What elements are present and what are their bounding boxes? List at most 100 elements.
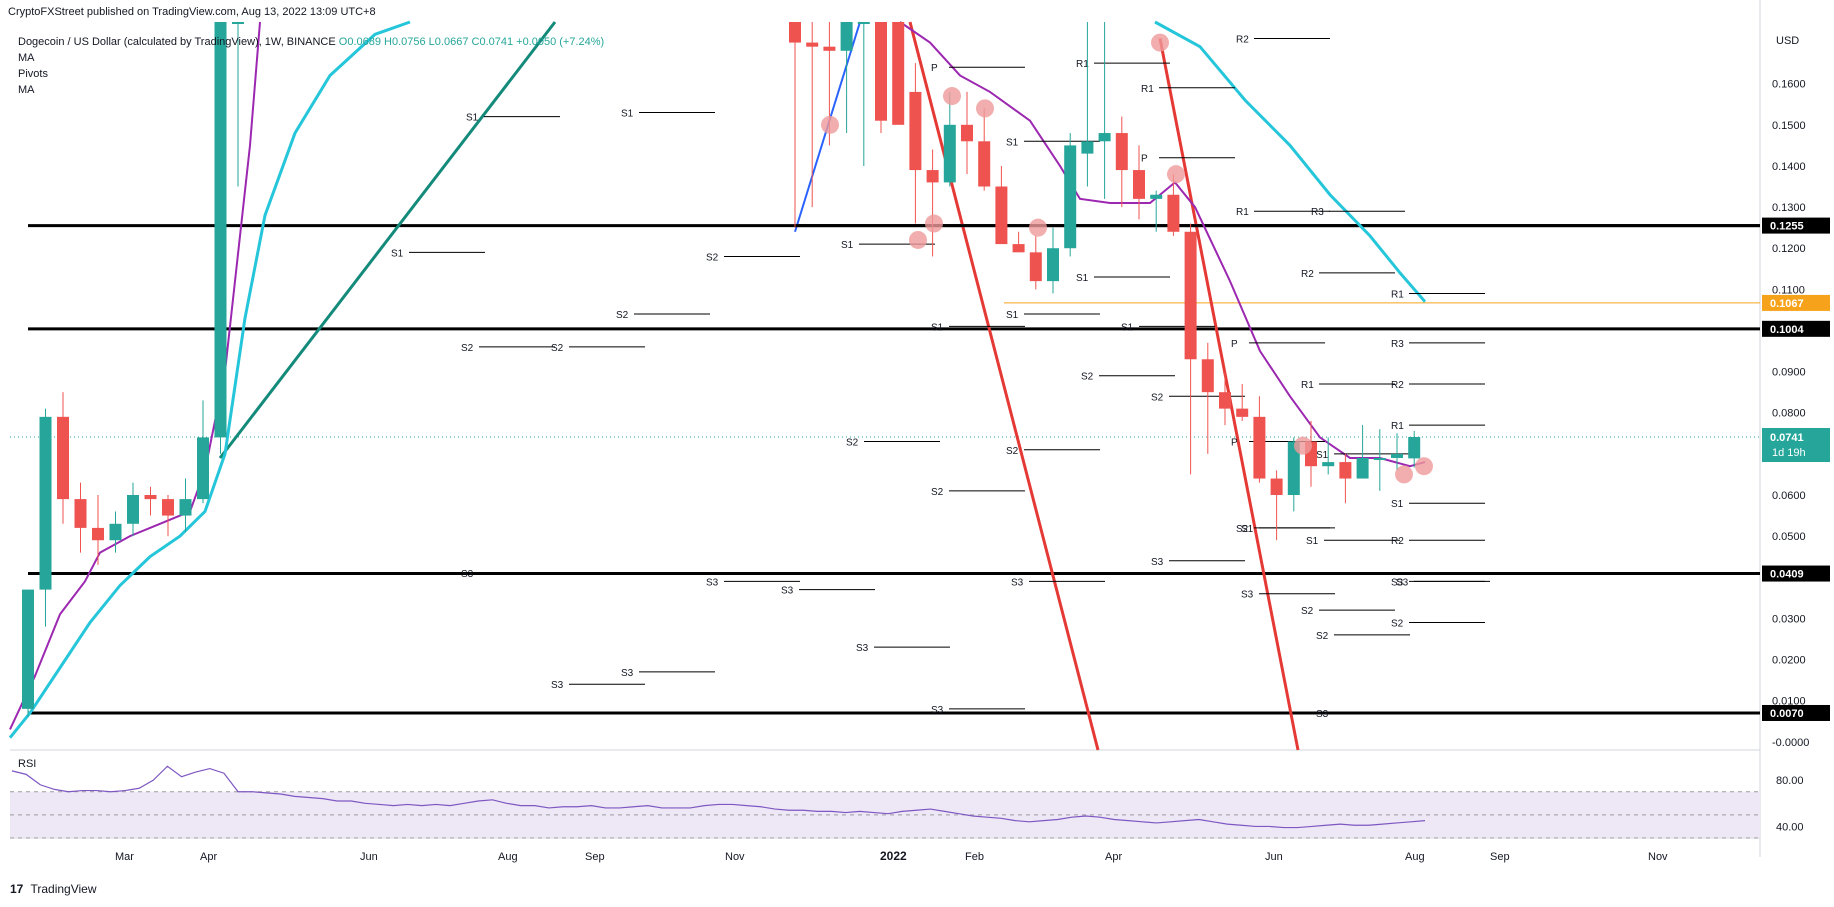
indicator-ma-1[interactable]: MA: [18, 52, 35, 64]
pivot-label: R1: [1391, 289, 1404, 300]
time-tick-label: Mar: [115, 851, 134, 863]
candle-body: [943, 124, 956, 183]
pivot-label: S2: [1006, 446, 1019, 457]
pivot-label: S2: [551, 343, 564, 354]
price-tick-label: 0.1100: [1772, 284, 1805, 296]
price-tick-label: 0.0300: [1772, 613, 1806, 625]
ma-cyan-line: [8, 20, 411, 739]
candle-body: [1253, 416, 1266, 479]
candle-body: [1133, 170, 1145, 199]
pivot-label: P: [1141, 154, 1148, 165]
candle-body: [857, 22, 870, 24]
rsi-tick-label: 80.00: [1776, 775, 1804, 787]
pivot-label: P: [1231, 339, 1238, 350]
brand-name: TradingView: [30, 882, 97, 896]
pivot-label: S2: [1391, 618, 1404, 629]
swing-marker: [909, 230, 927, 249]
time-tick-label: 2022: [880, 849, 907, 863]
level-badge: [1762, 320, 1830, 337]
pivot-label: S1: [931, 322, 944, 333]
ma-cyan-line-2: [1154, 20, 1427, 303]
candle-body: [1081, 141, 1094, 154]
candle-body: [1184, 231, 1197, 360]
price-tick-label: 0.1300: [1772, 202, 1806, 214]
candles: [22, 22, 1421, 718]
pivot-label: S1: [1121, 322, 1134, 333]
indicator-pivots[interactable]: Pivots: [18, 68, 48, 80]
candle-body: [179, 499, 192, 516]
swing-marker: [943, 87, 961, 106]
time-tick-label: Nov: [725, 851, 745, 863]
grid: [10, 0, 1761, 857]
published-by: CryptoFXStreet published on TradingView.…: [8, 6, 376, 18]
pivot-label: S1: [1391, 499, 1404, 510]
currency-label: USD: [1776, 35, 1799, 47]
symbol-title: Dogecoin / US Dollar (calculated by Trad…: [18, 36, 336, 48]
level-badge: [1762, 217, 1830, 234]
time-tick-label: Sep: [585, 851, 605, 863]
symbol-line[interactable]: Dogecoin / US Dollar (calculated by Trad…: [18, 34, 604, 50]
pivot-label: R2: [1391, 380, 1404, 391]
candle-body: [909, 91, 922, 171]
level-value: 0.0070: [1770, 708, 1804, 720]
indicator-ma-2[interactable]: MA: [18, 84, 35, 96]
rsi-label[interactable]: RSI: [18, 758, 37, 770]
rsi-line: [11, 765, 1426, 829]
time-tick-label: Jun: [360, 851, 378, 863]
pivot-label: S1: [391, 248, 404, 259]
swing-marker: [1395, 465, 1413, 484]
tradingview-brand[interactable]: 17 TradingView: [10, 882, 97, 896]
pivot-label: S1: [1316, 450, 1329, 461]
time-tick-label: Nov: [1648, 851, 1668, 863]
time-axis[interactable]: Mar Apr Jun Aug Sep Nov 2022 Feb Apr Jun Aug Sep Nov: [115, 849, 1668, 863]
pivot-label: S3: [1011, 577, 1024, 588]
pivot-label: P: [1231, 438, 1238, 449]
rsi-panel: 80.00 40.00: [10, 765, 1804, 839]
candle-body: [961, 124, 973, 142]
pivot-label: S3: [1391, 577, 1404, 588]
pivot-label: S2: [1236, 524, 1249, 535]
candle-body: [875, 22, 887, 121]
pivot-label: S3: [1241, 590, 1254, 601]
pivot-label: S3: [931, 705, 944, 716]
horizontal-levels: 0.1255 0.1067 0.1004 0.0409 0.0070 0.0741 1d 1…: [10, 217, 1830, 721]
candle-body: [1408, 437, 1421, 459]
candle-body: [232, 22, 244, 24]
candle-body: [57, 416, 69, 500]
pivot-label: R1: [1391, 421, 1404, 432]
candle-body: [109, 523, 122, 541]
candle-body: [1356, 457, 1369, 479]
pivot-label: S3: [1396, 577, 1409, 588]
legend: Dogecoin / US Dollar (calculated by Trad…: [18, 34, 604, 98]
price-tick-label: 0.1600: [1772, 79, 1806, 91]
pivot-label: S3: [706, 577, 719, 588]
candle-body: [1391, 453, 1403, 458]
candle-body: [1029, 252, 1042, 282]
trend-line-teal: [218, 21, 557, 459]
tradingview-logo-icon: 17: [10, 882, 24, 896]
time-tick-label: Apr: [200, 851, 217, 863]
price-axis[interactable]: 0.1600 0.1500 0.1400 0.1300 0.1200 0.1100 0.09…: [1772, 35, 1809, 749]
ma-purple-line: [9, 21, 261, 730]
candle-body: [1012, 244, 1025, 253]
pivot-label: R1: [1301, 380, 1314, 391]
pivot-label: S2: [1316, 631, 1329, 642]
swing-marker: [1294, 436, 1312, 455]
candle-body: [39, 416, 52, 590]
pivot-label: S2: [1151, 392, 1164, 403]
candle-body: [1236, 408, 1249, 417]
pivot-label: R1: [1076, 59, 1089, 70]
pivot-label: S2: [616, 310, 629, 321]
time-tick-label: Sep: [1490, 851, 1510, 863]
candle-body: [789, 22, 801, 43]
last-price-badge: [1762, 428, 1830, 463]
candle-body: [806, 42, 819, 47]
candle-body: [1115, 133, 1128, 171]
candle-body: [892, 22, 905, 125]
pivot-label: R3: [1311, 207, 1324, 218]
pivot-label: R1: [1236, 207, 1249, 218]
candle-body: [127, 494, 139, 524]
pivot-label: S2: [846, 438, 859, 449]
trend-line-red-1: [908, 21, 1100, 751]
